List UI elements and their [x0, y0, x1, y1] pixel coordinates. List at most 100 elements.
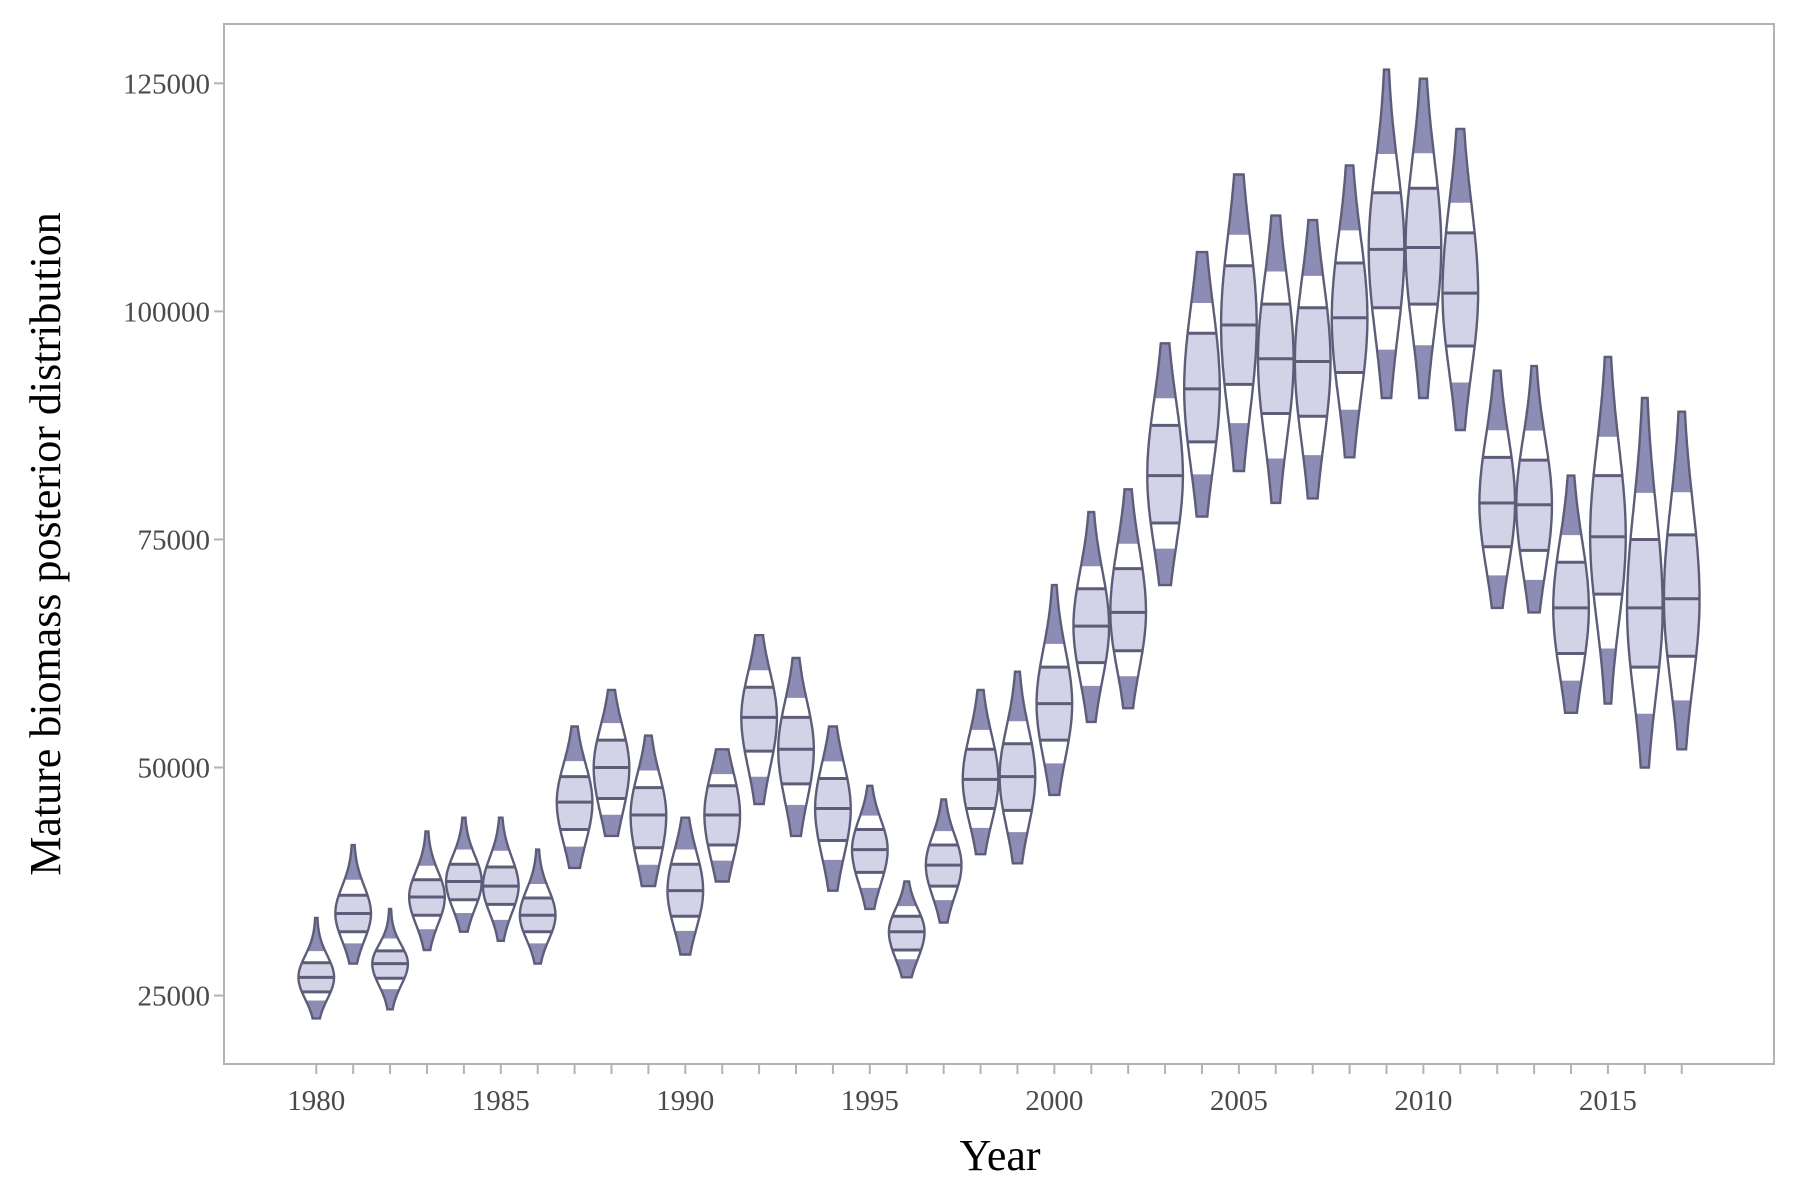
x-tick-label: 2005	[1210, 1085, 1268, 1117]
violin-outline	[408, 830, 446, 952]
violin-2015	[1588, 355, 1627, 705]
violin-inner-band	[1442, 232, 1479, 346]
violin-outline	[1625, 396, 1664, 769]
y-tick-label: 100000	[123, 296, 210, 328]
violin-outline	[444, 816, 483, 933]
violin-1985	[481, 816, 520, 942]
violin-2007	[1293, 218, 1332, 500]
violin-outline	[666, 816, 705, 956]
violin-1991	[703, 748, 742, 883]
violin-1989	[629, 734, 668, 888]
violin-1982	[371, 907, 410, 1011]
violin-outline	[1146, 342, 1185, 587]
violin-inner-band	[1627, 539, 1663, 668]
violin-2013	[1515, 364, 1554, 614]
violin-1980	[297, 916, 336, 1020]
violin-1996	[887, 880, 926, 979]
x-tick-label: 1995	[841, 1085, 899, 1117]
violin-inner-band	[1590, 475, 1626, 595]
violin-1988	[592, 688, 631, 838]
x-tick-label: 2010	[1394, 1085, 1452, 1117]
violin-outline	[1035, 583, 1074, 797]
violin-2014	[1552, 474, 1590, 714]
violin-outline	[1367, 68, 1406, 400]
violin-outline	[1293, 218, 1332, 500]
violin-1999	[998, 670, 1037, 865]
violin-outline	[740, 634, 779, 806]
y-axis-title: Mature biomass posterior distribution	[21, 212, 70, 876]
violin-outline	[777, 656, 815, 838]
violin-inner-band	[630, 787, 667, 848]
violin-inner-band	[1663, 534, 1700, 657]
x-tick-label: 1990	[656, 1085, 714, 1117]
violin-outline	[1552, 474, 1590, 714]
violin-inner-band	[1110, 568, 1146, 651]
violin-outline	[481, 816, 520, 942]
violin-outline	[1441, 127, 1480, 432]
violin-2001	[1072, 510, 1111, 724]
x-axis-title: Year	[959, 1131, 1040, 1180]
y-axis: 25000 50000 75000 100000 125000	[123, 68, 224, 1013]
violin-2017	[1662, 410, 1701, 751]
x-tick-label: 2015	[1579, 1085, 1637, 1117]
violin-1981	[334, 843, 373, 965]
violin-outline	[1219, 173, 1258, 473]
violin-2004	[1183, 250, 1221, 518]
violin-2005	[1219, 173, 1258, 473]
violin-2003	[1146, 342, 1185, 587]
violin-1984	[444, 816, 483, 933]
violin-1994	[813, 725, 852, 892]
violin-outline	[555, 725, 594, 870]
violins	[297, 68, 1701, 1020]
violin-1997	[924, 798, 963, 924]
violin-outline	[850, 784, 889, 911]
violin-1998	[961, 688, 1000, 856]
x-axis: 1980 1985 1990 1995 2000 2005 2010 2015	[287, 1064, 1683, 1117]
violin-outline	[1662, 410, 1701, 751]
violin-2000	[1035, 583, 1074, 797]
violin-outline	[813, 725, 852, 892]
violin-outline	[887, 880, 926, 979]
violin-2016	[1625, 396, 1664, 769]
y-tick-label: 25000	[138, 981, 211, 1013]
violin-outline	[998, 670, 1037, 865]
violin-1993	[777, 656, 815, 838]
violin-outline	[371, 907, 410, 1011]
violin-1986	[518, 848, 557, 965]
violin-1987	[555, 725, 594, 870]
violin-inner-band	[741, 687, 777, 752]
violin-outline	[629, 734, 668, 888]
violin-2008	[1330, 164, 1369, 459]
violin-inner-band	[593, 740, 630, 799]
violin-1983	[408, 830, 446, 952]
violin-1995	[850, 784, 889, 911]
violin-outline	[961, 688, 1000, 856]
violin-outline	[1588, 355, 1627, 705]
violin-outline	[703, 748, 742, 883]
violin-outline	[1256, 214, 1295, 505]
violin-2011	[1441, 127, 1480, 432]
y-tick-label: 75000	[138, 524, 211, 556]
violin-outline	[1515, 364, 1554, 614]
violin-outline	[518, 848, 557, 965]
y-tick-label: 125000	[123, 68, 210, 100]
violin-outline	[334, 843, 373, 965]
violin-2010	[1404, 77, 1443, 400]
violin-outline	[1478, 369, 1517, 610]
violin-outline	[297, 916, 336, 1020]
violin-2002	[1109, 488, 1148, 710]
x-tick-label: 2000	[1025, 1085, 1083, 1117]
violin-outline	[1072, 510, 1111, 724]
violin-2009	[1367, 68, 1406, 400]
x-tick-label: 1985	[472, 1085, 530, 1117]
violin-outline	[1404, 77, 1443, 400]
violin-outline	[592, 688, 631, 838]
violin-2006	[1256, 214, 1295, 505]
violin-outline	[1109, 488, 1148, 710]
y-tick-label: 50000	[138, 753, 211, 785]
violin-1990	[666, 816, 705, 956]
violin-1992	[740, 634, 779, 806]
violin-outline	[1330, 164, 1369, 459]
violin-outline	[924, 798, 963, 924]
x-tick-label: 1980	[287, 1085, 345, 1117]
